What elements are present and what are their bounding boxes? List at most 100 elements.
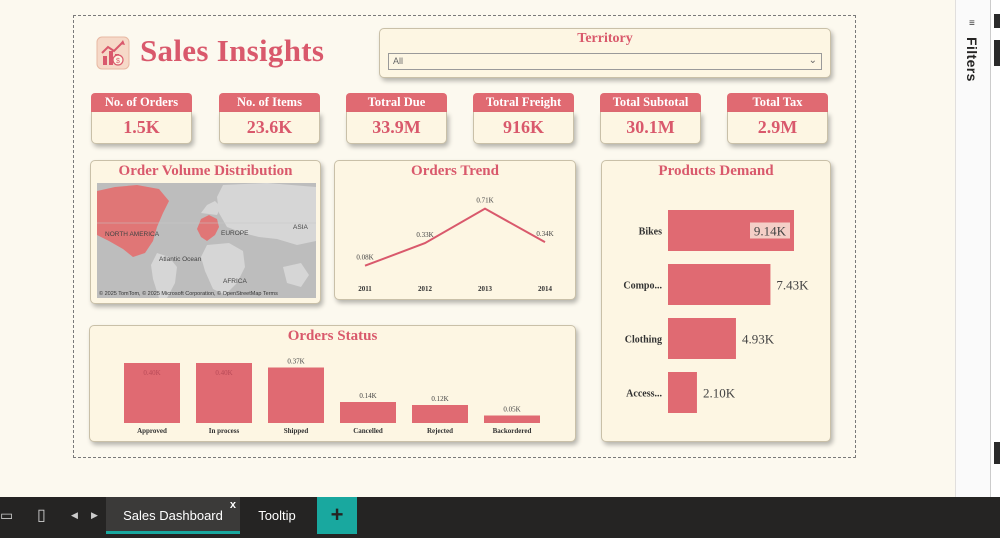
collapse-icon[interactable]: ≡: [969, 18, 975, 29]
kpi-value: 30.1M: [600, 112, 701, 144]
status-data-label: 0.14K: [359, 392, 376, 400]
products-demand-card: Products Demand Bikes 9.14K Compo... 7.43K C…: [601, 160, 831, 442]
trend-data-label: 0.33K: [416, 231, 433, 239]
territory-slicer: Territory All ⌄: [379, 28, 831, 78]
products-bar[interactable]: [668, 318, 736, 359]
products-bar[interactable]: [668, 372, 697, 413]
status-bar[interactable]: [412, 405, 468, 423]
products-title: Products Demand: [658, 163, 774, 179]
map-shapes: [97, 183, 316, 298]
tab-label: Sales Dashboard: [123, 508, 223, 523]
previous-page-icon[interactable]: ◀: [71, 510, 78, 520]
trend-data-label: 0.34K: [536, 230, 553, 238]
kpi-label: No. of Items: [219, 93, 320, 112]
kpi-label: Totral Freight: [473, 93, 574, 112]
products-category-label: Access...: [626, 389, 662, 400]
kpi-card-total-freight[interactable]: Totral Freight 916K: [473, 93, 574, 144]
status-data-label: 0.40K: [143, 369, 160, 377]
products-category-label: Clothing: [625, 335, 662, 346]
kpi-label: Totral Due: [346, 93, 447, 112]
trend-x-tick: 2014: [538, 285, 553, 293]
status-data-label: 0.37K: [287, 358, 304, 366]
products-category-label: Compo...: [623, 281, 662, 292]
page-title: Sales Insights: [140, 33, 325, 68]
map-label-africa: AFRICA: [223, 278, 247, 285]
trend-x-tick: 2013: [478, 285, 493, 293]
trend-x-tick: 2011: [358, 285, 372, 293]
products-category-label: Bikes: [639, 227, 662, 238]
trend-data-label: 0.08K: [356, 254, 373, 262]
status-x-tick: Cancelled: [353, 427, 383, 435]
report-canvas: $ Sales Insights Territory All ⌄ No. of …: [73, 15, 856, 458]
kpi-card-total-tax[interactable]: Total Tax 2.9M: [727, 93, 828, 144]
mobile-view-icon[interactable]: ▯: [37, 507, 46, 524]
map-label-europe: EUROPE: [221, 230, 249, 237]
chart-logo-icon: $: [96, 36, 130, 70]
status-x-tick: Backordered: [493, 427, 532, 435]
status-x-tick: Approved: [137, 427, 167, 435]
trend-x-tick: 2012: [418, 285, 433, 293]
trend-title: Orders Trend: [411, 163, 499, 179]
status-x-tick: Rejected: [427, 427, 453, 435]
kpi-value: 23.6K: [219, 112, 320, 144]
status-bar[interactable]: [268, 367, 324, 424]
add-page-button[interactable]: +: [317, 497, 357, 534]
kpi-card-total-due[interactable]: Totral Due 33.9M: [346, 93, 447, 144]
filters-label[interactable]: Filters: [964, 37, 980, 82]
pane-edge-mark: [994, 40, 1000, 66]
territory-selected-value: All: [393, 56, 404, 66]
pane-edge-mark: [994, 442, 1000, 464]
products-data-label: 7.43K: [776, 278, 809, 293]
products-bar[interactable]: [668, 264, 771, 305]
status-title: Orders Status: [287, 328, 378, 344]
products-label-bg: [750, 222, 790, 239]
map-label-asia: ASIA: [293, 224, 308, 231]
orders-status-card: Orders Status 0.40K Approved 0.40K In proce…: [89, 325, 576, 442]
kpi-label: Total Subtotal: [600, 93, 701, 112]
kpi-label: No. of Orders: [91, 93, 192, 112]
orders-status-chart[interactable]: 0.40K Approved 0.40K In process 0.37K Shipped…: [90, 326, 577, 443]
trend-line[interactable]: [364, 207, 546, 267]
orders-trend-card: Orders Trend 0.08K 2011 0.33K 2012 0.71K 2013…: [334, 160, 576, 300]
products-data-label: 2.10K: [703, 386, 736, 401]
status-x-tick: In process: [209, 427, 240, 435]
svg-text:$: $: [116, 58, 120, 65]
tab-tooltip[interactable]: Tooltip: [258, 508, 296, 523]
next-page-icon[interactable]: ▶: [91, 510, 98, 520]
products-data-label: 4.93K: [742, 332, 775, 347]
report-page: $ Sales Insights Territory All ⌄ No. of …: [73, 15, 856, 458]
orders-trend-chart[interactable]: 0.08K 2011 0.33K 2012 0.71K 2013 0.34K 2014: [335, 161, 577, 301]
chevron-down-icon: ⌄: [808, 55, 817, 66]
status-data-label: 0.05K: [503, 406, 520, 414]
kpi-value: 916K: [473, 112, 574, 144]
map-label-ocean: Atlantic Ocean: [159, 256, 202, 263]
status-data-label: 0.40K: [215, 369, 232, 377]
status-data-label: 0.12K: [431, 395, 448, 403]
status-bar[interactable]: [340, 402, 396, 423]
products-data-label: 9.14K: [754, 224, 787, 239]
kpi-card-total-subtotal[interactable]: Total Subtotal 30.1M: [600, 93, 701, 144]
status-x-tick: Shipped: [284, 427, 309, 435]
kpi-label: Total Tax: [727, 93, 828, 112]
kpi-value: 33.9M: [346, 112, 447, 144]
territory-dropdown[interactable]: All ⌄: [388, 53, 822, 70]
status-bar[interactable]: [484, 415, 540, 424]
map-label-north-america: NORTH AMERICA: [105, 231, 160, 238]
pane-edge-mark: [994, 14, 1000, 28]
map-visual[interactable]: NORTH AMERICA EUROPE ASIA Atlantic Ocean…: [97, 183, 316, 298]
close-tab-icon[interactable]: x: [229, 499, 236, 511]
kpi-value: 1.5K: [91, 112, 192, 144]
status-bar[interactable]: [124, 363, 180, 423]
territory-label: Territory: [577, 31, 633, 46]
status-bar[interactable]: [196, 363, 252, 423]
map-title: Order Volume Distribution: [118, 163, 293, 179]
products-demand-chart[interactable]: Bikes 9.14K Compo... 7.43K Clothing 4.93K Acce…: [602, 161, 832, 443]
kpi-card-items[interactable]: No. of Items 23.6K: [219, 93, 320, 144]
trend-data-label: 0.71K: [476, 197, 493, 205]
map-attribution[interactable]: © 2025 TomTom, © 2025 Microsoft Corporat…: [99, 291, 278, 297]
kpi-value: 2.9M: [727, 112, 828, 144]
tab-sales-dashboard[interactable]: Sales Dashboard x: [106, 497, 240, 534]
order-volume-map-card: Order Volume Distribution NORTH AMERICA …: [90, 160, 321, 304]
desktop-view-icon[interactable]: ▭: [0, 507, 14, 523]
kpi-card-orders[interactable]: No. of Orders 1.5K: [91, 93, 192, 144]
